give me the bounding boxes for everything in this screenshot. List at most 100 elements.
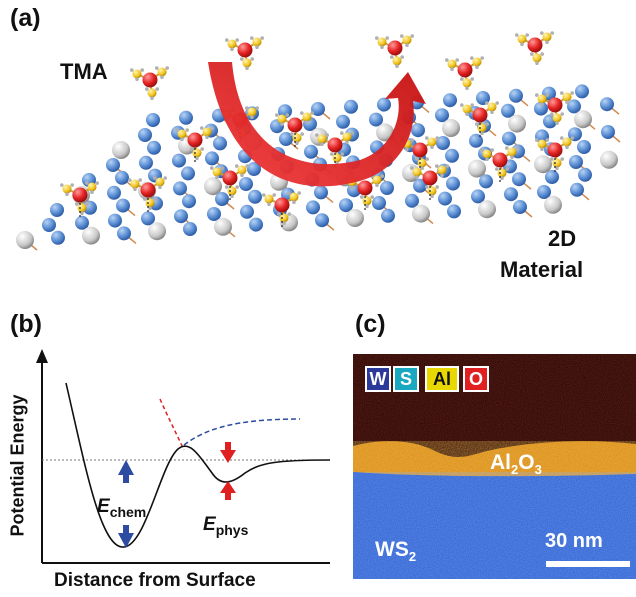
tma-molecule [275,111,315,149]
chalcogen-atom [311,102,325,116]
tma-molecule [128,176,167,214]
legend-al: Al [425,366,459,392]
chalcogen-atom [139,155,153,170]
chalcogen-atom [249,217,263,232]
metal-atom [376,123,394,142]
legend-o: O [463,366,489,392]
metal-atom [478,200,496,219]
film-sub1: 2 [511,462,519,478]
metal-atom [82,226,100,245]
tma-molecule [535,91,574,125]
chalcogen-atom [504,187,518,202]
film-sub2: 3 [534,462,542,478]
chalcogen-atom [479,174,493,189]
chalcogen-atom [42,218,56,232]
chem-curve-extension [159,398,185,451]
metal-atom [468,159,486,178]
chalcogen-atom [108,213,122,228]
echem-label: Echem [97,496,146,520]
chalcogen-atom [51,230,65,245]
chalcogen-atom [279,132,293,146]
ephys-down-arrow [220,442,236,463]
chalcogen-atom [207,207,221,221]
chalcogen-atom [569,155,583,169]
echem-main: E [97,496,110,517]
tma-molecule [130,66,169,100]
chalcogen-atom [600,97,614,112]
ephys-up-arrow [220,481,236,500]
chalcogen-atom [381,208,395,223]
chalcogen-atom [247,162,261,176]
chalcogen-atom [141,211,155,226]
chalcogen-atom [306,200,320,215]
metal-atom [346,209,364,227]
panel-c-label: (c) [355,310,386,338]
metal-atom [412,204,430,223]
chalcogen-atom [445,148,459,163]
chalcogen-atom [213,136,227,151]
tma-molecule [60,181,99,219]
chalcogen-atom [107,185,121,200]
chalcogen-atom [339,198,353,213]
panel-b-label: (b) [10,310,42,338]
legend-s: S [393,366,419,392]
metal-atom [574,110,592,129]
chalcogen-atom [138,128,152,142]
chalcogen-atom [502,131,516,146]
substrate-main: WS [375,538,409,561]
chalcogen-atom [106,158,120,172]
chalcogen-atom [239,177,253,191]
chalcogen-atom [405,193,419,208]
chalcogen-atom [601,125,615,139]
chalcogen-atom [471,189,485,204]
chalcogen-atom [447,204,461,219]
chalcogen-atom [570,182,584,197]
chalcogen-atom [567,99,581,114]
chalcogen-atom [545,170,559,184]
chalcogen-atom [435,108,449,123]
chalcogen-atom [577,140,591,154]
tma-label: TMA [60,59,108,84]
chalcogen-atom [501,103,515,118]
chalcogen-atom [50,203,64,217]
tma-molecule [210,164,249,202]
metal-atom [204,177,222,196]
chalcogen-atom [116,198,130,213]
chalcogen-atom [443,93,457,108]
tma-molecule [225,36,265,70]
y-axis-label: Potential Energy [7,394,28,537]
chalcogen-atom [172,153,186,168]
film-mid: O [518,451,535,474]
legend-w: W [365,366,391,392]
chalcogen-atom [147,140,161,155]
material-label-line2: Material [500,257,584,282]
chalcogen-atom [336,114,350,129]
ephys-label: Ephys [203,514,248,538]
chalcogen-atom [411,123,425,138]
chalcogen-atom [117,226,131,241]
tma-molecule [262,191,302,229]
film-main: Al [490,451,511,474]
tma-molecule [480,146,519,184]
desorption-arrow [208,62,426,187]
chalcogen-atom [436,136,450,150]
chalcogen-atom [380,181,394,195]
phys-curve-extension [183,418,301,446]
chalcogen-atom [181,166,195,181]
metal-atom [148,222,166,241]
substrate-label: WS2 [375,538,416,564]
chalcogen-atom [369,112,383,127]
tma-molecule [445,56,485,90]
metal-atom [544,195,562,214]
x-axis-label: Distance from Surface [54,570,256,591]
tma-molecule [535,136,574,174]
potential-curve [65,382,331,548]
metal-atom [534,155,552,174]
chalcogen-atom [537,185,551,199]
tma-molecule [375,34,415,68]
substrate-sub: 2 [408,549,417,565]
chalcogen-atom [512,172,526,187]
chalcogen-atom [240,204,254,219]
chalcogen-atom [304,144,318,159]
chalcogen-atom [344,99,358,114]
